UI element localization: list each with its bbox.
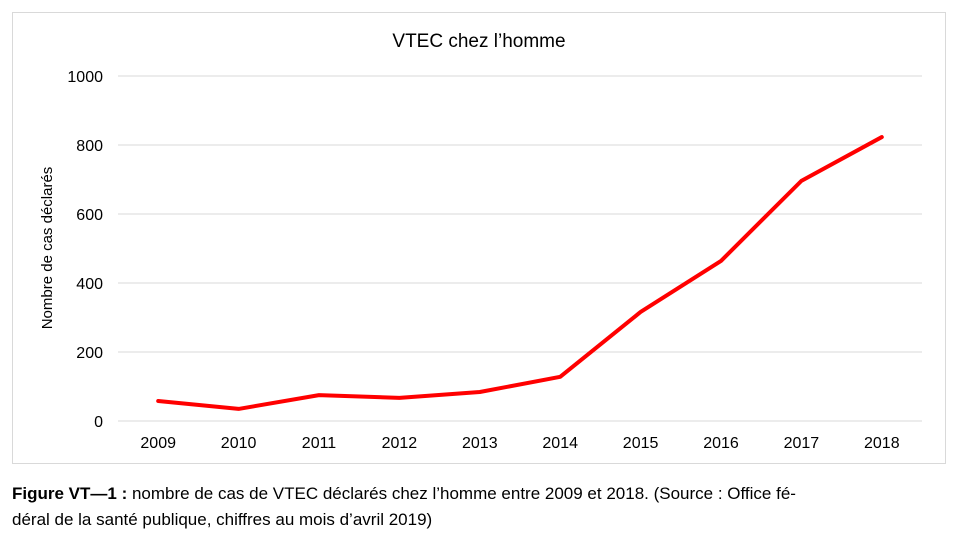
chart-frame	[12, 12, 946, 464]
y-tick-label: 0	[94, 414, 103, 431]
caption-line: Figure VT—1 : nombre de cas de VTEC décl…	[12, 481, 796, 507]
y-tick-label: 1000	[67, 69, 103, 86]
data-line	[156, 135, 884, 411]
x-tick-label: 2013	[462, 435, 498, 452]
x-tick-label: 2014	[542, 435, 578, 452]
y-tick-label: 400	[76, 276, 103, 293]
y-tick-label: 800	[76, 138, 103, 155]
x-tick-label: 2016	[703, 435, 739, 452]
x-tick-label: 2015	[623, 435, 659, 452]
chart: VTEC chez l’homme Nombre de cas déclarés…	[12, 12, 946, 464]
x-tick-label: 2009	[140, 435, 176, 452]
y-tick-label: 200	[76, 345, 103, 362]
chart-title: VTEC chez l’homme	[392, 31, 565, 52]
caption-text: nombre de cas de VTEC déclarés chez l’ho…	[131, 484, 796, 503]
x-tick-label: 2012	[382, 435, 418, 452]
y-axis-label: Nombre de cas déclarés	[39, 167, 56, 330]
x-tick-label: 2010	[221, 435, 257, 452]
caption-line: déral de la santé publique, chiffres au …	[12, 507, 432, 533]
caption-text: déral de la santé publique, chiffres au …	[12, 510, 433, 529]
x-tick-label: 2017	[784, 435, 820, 452]
y-tick-label: 600	[76, 207, 103, 224]
x-tick-label: 2018	[864, 435, 900, 452]
caption-label: Figure VT—1 :	[12, 484, 128, 503]
x-tick-label: 2011	[302, 435, 337, 452]
